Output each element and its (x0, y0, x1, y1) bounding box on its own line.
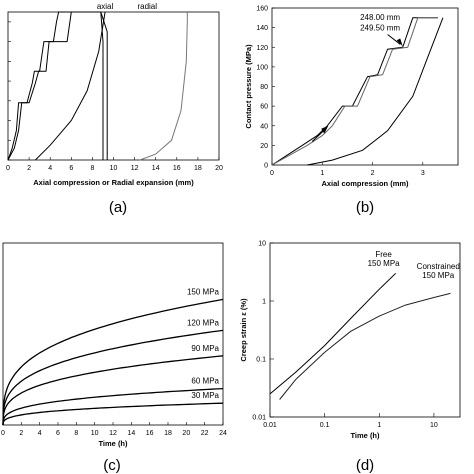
y-tick-label-b: 20 (260, 143, 268, 150)
panel-label-d: (d) (356, 457, 374, 474)
annotation-radial: radial (137, 2, 157, 11)
x-tick-label-a: 16 (173, 165, 181, 172)
series-line-c (2, 402, 224, 426)
panel-label-a: (a) (109, 199, 127, 216)
x-axis-label-a: Axial compression or Radial expansion (m… (33, 178, 194, 187)
x-tick-label-c: 2 (19, 430, 23, 437)
x-tick-label-b: 1 (320, 170, 324, 177)
x-tick-label-a: 0 (6, 165, 10, 172)
annotation-free-pressure: 150 MPa (368, 259, 401, 268)
x-tick-label-c: 22 (201, 430, 209, 437)
x-tick-label-d: 0.01 (263, 422, 277, 429)
x-tick-label-c: 10 (91, 430, 99, 437)
series-line-a (139, 12, 188, 161)
x-tick-label-c: 8 (74, 430, 78, 437)
x-tick-label-c: 18 (164, 430, 172, 437)
x-axis-label-b: Axial compression (mm) (321, 179, 409, 188)
series-line-a (7, 11, 108, 161)
x-tick-label-a: 6 (69, 165, 73, 172)
x-tick-label-a: 10 (110, 165, 118, 172)
x-tick-label-d: 0.1 (320, 422, 330, 429)
series-line-b (307, 17, 444, 166)
pointer-arrowhead-b (396, 38, 403, 47)
x-tick-label-a: 14 (152, 165, 160, 172)
series-label-c: 150 MPa (187, 287, 220, 296)
y-tick-label-b: 160 (256, 6, 268, 13)
panel-label-b: (b) (356, 199, 374, 216)
x-tick-label-b: 3 (421, 170, 425, 177)
x-tick-label-a: 4 (48, 165, 52, 172)
series-line-d (269, 272, 397, 395)
x-tick-label-c: 6 (56, 430, 60, 437)
y-tick-label-b: 140 (256, 25, 268, 32)
series-label-c: 120 MPa (187, 318, 220, 327)
y-tick-label-d: 10 (258, 241, 266, 248)
x-tick-label-c: 16 (146, 430, 154, 437)
y-tick-label-b: 100 (256, 64, 268, 71)
x-tick-label-b: 0 (270, 170, 274, 177)
x-tick-label-c: 12 (109, 430, 117, 437)
series-line-c (2, 298, 224, 426)
series-line-b (271, 17, 438, 166)
x-tick-label-d: 10 (430, 422, 438, 429)
y-tick-label-b: 0 (264, 163, 268, 170)
x-tick-label-b: 2 (371, 170, 375, 177)
x-tick-label-a: 18 (194, 165, 202, 172)
x-axis-label-c: Time (h) (98, 439, 128, 448)
series-label-c: 90 MPa (191, 344, 219, 353)
x-tick-label-a: 20 (215, 165, 223, 172)
annotation-249: 249.50 mm (360, 24, 400, 33)
annotation-axial: axial (97, 2, 114, 11)
y-axis-label-b: Contact pressure (MPa) (244, 44, 253, 129)
series-line-b (271, 17, 438, 166)
series-line-c (2, 355, 224, 426)
x-tick-label-c: 0 (1, 430, 5, 437)
x-tick-label-a: 2 (27, 165, 31, 172)
plot-frame-c (2, 242, 224, 426)
loading-arrowhead-b (321, 125, 329, 134)
annotation-constrained-pressure: 150 MPa (422, 271, 455, 280)
annotation-constrained: Constrained (417, 262, 460, 271)
x-tick-label-c: 14 (127, 430, 135, 437)
panel-label-c: (c) (103, 457, 121, 474)
y-tick-label-b: 120 (256, 45, 268, 52)
x-tick-label-a: 8 (90, 165, 94, 172)
x-tick-label-c: 24 (219, 430, 227, 437)
y-tick-label-d: 0.01 (252, 415, 266, 422)
annotation-248: 248.00 mm (360, 13, 400, 22)
x-tick-label-c: 20 (182, 430, 190, 437)
annotation-free: Free (375, 250, 392, 259)
plot-frame-d (269, 242, 461, 418)
y-tick-label-d: 1 (262, 299, 266, 306)
x-tick-label-d: 1 (377, 422, 381, 429)
x-tick-label-a: 12 (131, 165, 139, 172)
x-axis-label-d: Time (h) (350, 431, 380, 440)
series-line-c (2, 329, 224, 426)
y-tick-label-b: 80 (260, 84, 268, 91)
y-axis-label-d: Creep strain ε (%) (239, 298, 248, 362)
series-line-c (2, 387, 224, 426)
x-tick-label-c: 4 (38, 430, 42, 437)
series-line-a (35, 11, 106, 161)
loading-arrow-b (311, 129, 326, 142)
series-label-c: 60 MPa (191, 377, 219, 386)
series-line-d (279, 292, 451, 400)
pointer-arrow-b (387, 34, 401, 45)
y-tick-label-d: 0.1 (256, 357, 266, 364)
y-tick-label-b: 60 (260, 104, 268, 111)
y-tick-label-b: 40 (260, 123, 268, 130)
series-label-c: 30 MPa (191, 391, 219, 400)
